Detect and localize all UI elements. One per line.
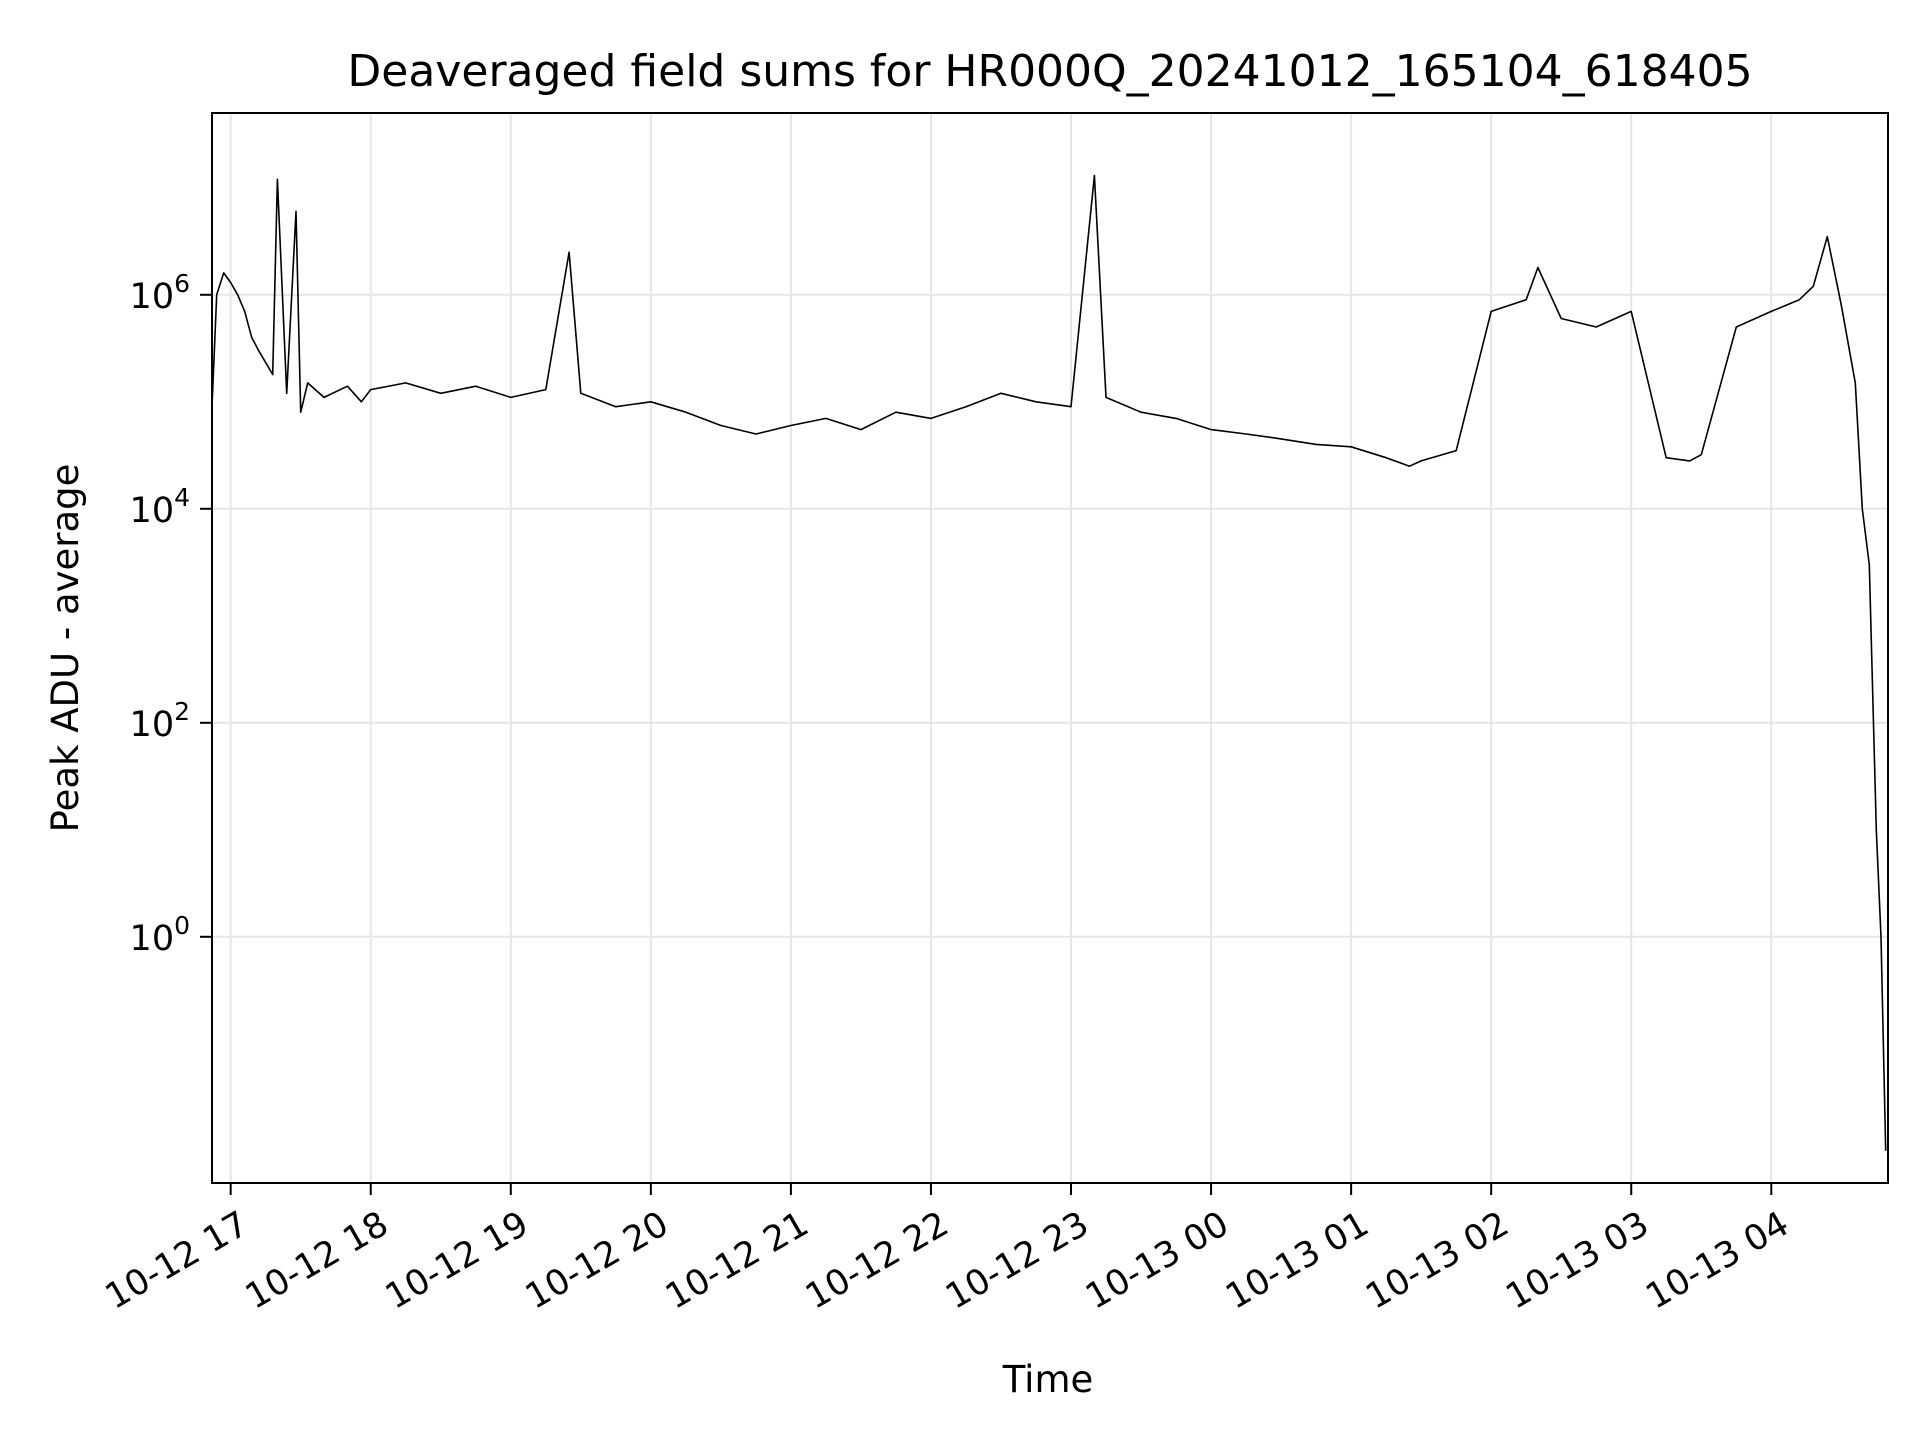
plot-frame <box>211 112 1889 1184</box>
y-tick-label: 102 <box>130 697 190 745</box>
y-tick-label: 100 <box>130 911 190 959</box>
x-axis-label: Time <box>1002 1358 1094 1401</box>
y-tick-label: 104 <box>130 483 190 531</box>
y-axis-label: Peak ADU - average <box>44 464 87 833</box>
series-line <box>211 174 1887 1151</box>
chart-title: Deaveraged field sums for HR000Q_2024101… <box>347 46 1752 97</box>
grid <box>212 113 1888 1183</box>
y-axis: 100 102 104 106 <box>130 269 212 959</box>
y-tick-label: 106 <box>130 269 190 317</box>
